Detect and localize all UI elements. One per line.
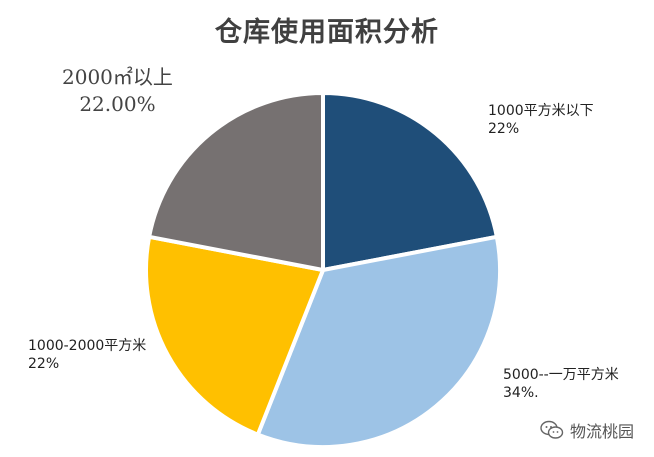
slice-label-percent: 22% <box>28 355 60 372</box>
slice-label-percent: 34%. <box>503 384 539 401</box>
slice-label-1000-2000: 1000-2000平方米 22% <box>28 338 146 373</box>
slice-2000-above <box>147 91 325 272</box>
slice-label-percent: 22.00% <box>79 92 156 116</box>
watermark-text: 物流桃园 <box>570 422 635 441</box>
slice-label-1000-below: 1000平方米以下 22% <box>488 103 594 138</box>
slice-label-percent: 22% <box>488 120 520 137</box>
slice-5000-10000 <box>255 234 502 449</box>
slice-label-name: 1000平方米以下 <box>488 103 594 119</box>
wechat-icon <box>540 420 564 439</box>
slice-1000-2000 <box>144 234 325 437</box>
chart-title: 仓库使用面积分析 <box>215 17 439 48</box>
watermark: 物流桃园 <box>540 418 634 442</box>
slice-label-2000-above: 2000㎡以上 22.00% <box>62 64 173 118</box>
slice-label-5000-10000: 5000--一万平方米 34%. <box>503 367 619 402</box>
slice-label-name: 1000-2000平方米 <box>28 338 147 354</box>
slice-label-name: 5000--一万平方米 <box>503 367 619 383</box>
slice-label-name: 2000㎡以上 <box>62 65 173 89</box>
slice-1000-below <box>321 91 499 272</box>
